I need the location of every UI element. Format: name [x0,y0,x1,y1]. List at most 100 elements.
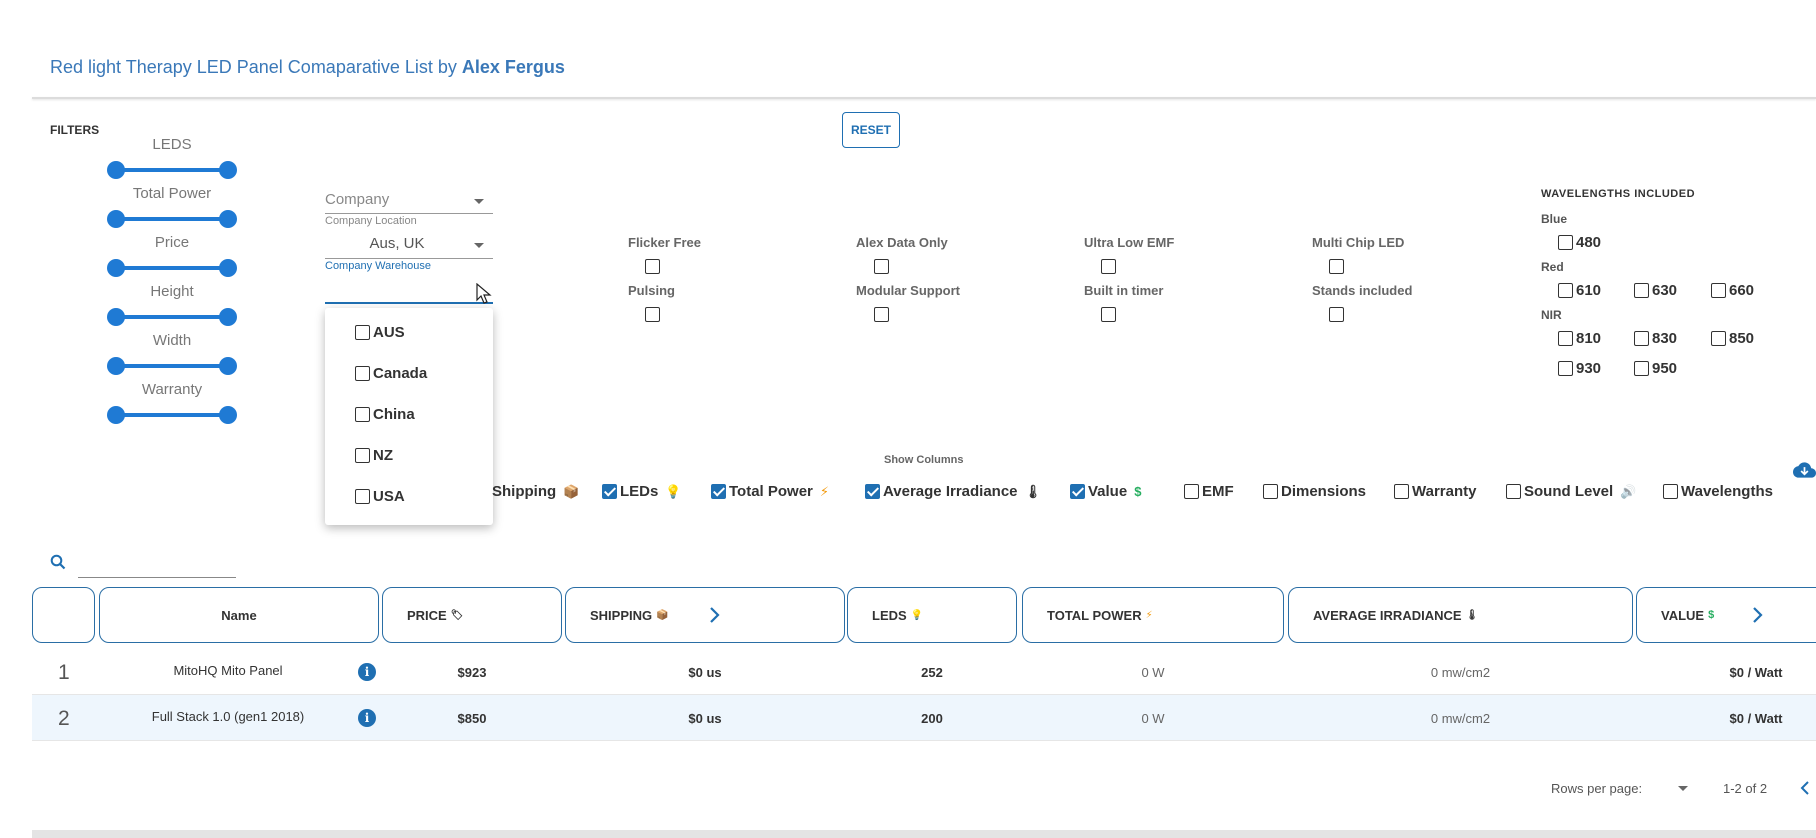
slider-thumb-total-power-min[interactable] [107,210,125,228]
slider-thumb-warranty-min[interactable] [107,406,125,424]
slider-thumb-price-min[interactable] [107,259,125,277]
checkbox-icon[interactable] [355,406,370,422]
column-toggle-warranty[interactable]: Warranty [1394,483,1476,500]
warehouse-option-canada[interactable]: Canada [355,363,427,383]
checkbox-icon[interactable] [355,324,370,340]
slider-track-total-power[interactable] [116,217,228,221]
table-header-value[interactable]: VALUE $ [1636,587,1816,643]
flag-stands-included-checkbox[interactable] [1329,307,1344,322]
chevron-right-icon[interactable] [1752,606,1764,624]
flag-alex-data-only-checkbox[interactable] [874,259,889,274]
slider-thumb-height-min[interactable] [107,308,125,326]
checkbox-icon[interactable] [1634,283,1649,298]
flag-flicker-free-checkbox[interactable] [645,259,660,274]
column-toggle-leds[interactable]: LEDs 💡 [602,483,682,500]
checkbox-icon[interactable] [1558,331,1573,346]
slider-thumb-width-max[interactable] [219,357,237,375]
checkbox-checked-icon[interactable] [865,484,880,499]
checkbox-icon[interactable] [1711,283,1726,298]
wavelength-630[interactable]: 630 [1634,282,1677,299]
table-row[interactable] [32,695,1816,741]
company-select[interactable]: Company [325,191,390,208]
row-price: $850 [457,711,487,726]
horizontal-scrollbar[interactable] [32,830,1816,838]
wavelength-850[interactable]: 850 [1711,330,1754,347]
slider-thumb-height-max[interactable] [219,308,237,326]
checkbox-icon[interactable] [1558,361,1573,376]
table-header-leds[interactable]: LEDS 💡 [847,587,1017,643]
slider-thumb-price-max[interactable] [219,259,237,277]
wavelength-480[interactable]: 480 [1558,234,1601,251]
checkbox-icon[interactable] [1558,283,1573,298]
checkbox-icon[interactable] [1663,484,1678,499]
checkbox-icon[interactable] [1558,235,1573,250]
warehouse-option-usa[interactable]: USA [355,486,405,506]
wavelength-830[interactable]: 830 [1634,330,1677,347]
checkbox-icon[interactable] [1634,361,1649,376]
slider-thumb-width-min[interactable] [107,357,125,375]
warehouse-option-nz[interactable]: NZ [355,445,393,465]
chevron-left-icon[interactable] [1800,781,1810,795]
checkbox-icon[interactable] [1711,331,1726,346]
flag-modular-support-checkbox[interactable] [874,307,889,322]
flag-built-in-timer-checkbox[interactable] [1101,307,1116,322]
checkbox-icon[interactable] [1634,331,1649,346]
flag-multi-chip-led-checkbox[interactable] [1329,259,1344,274]
column-toggle-wavelengths[interactable]: Wavelengths [1663,483,1773,500]
checkbox-icon[interactable] [355,488,370,504]
company-location-select[interactable]: Aus, UK [369,235,425,252]
flag-ultra-low-emf-checkbox[interactable] [1101,259,1116,274]
table-header-total-power[interactable]: TOTAL POWER ⚡ [1022,587,1284,643]
checkbox-checked-icon[interactable] [602,484,617,499]
info-icon[interactable]: i [358,663,376,681]
slider-thumb-leds-max[interactable] [219,161,237,179]
wavelength-930[interactable]: 930 [1558,360,1601,377]
column-toggle-sound-level[interactable]: Sound Level 🔊 [1506,483,1636,500]
checkbox-icon[interactable] [355,447,370,463]
wavelength-610[interactable]: 610 [1558,282,1601,299]
checkbox-icon[interactable] [1394,484,1409,499]
company-location-chevron-down-icon[interactable] [474,243,484,248]
flag-pulsing-checkbox[interactable] [645,307,660,322]
checkbox-icon[interactable] [355,365,370,381]
slider-thumb-total-power-max[interactable] [219,210,237,228]
cloud-download-icon[interactable] [1793,461,1816,479]
table-header-name[interactable]: Name [99,587,379,643]
company-warehouse-select[interactable] [325,276,493,302]
slider-thumb-leds-min[interactable] [107,161,125,179]
column-toggle-value[interactable]: Value $ [1070,483,1141,500]
column-toggle-dimensions[interactable]: Dimensions [1263,483,1366,500]
checkbox-icon[interactable] [1263,484,1278,499]
company-chevron-down-icon[interactable] [474,199,484,204]
chevron-right-icon[interactable] [709,606,721,624]
table-header-select[interactable] [32,587,95,643]
rows-per-page-chevron-down-icon[interactable] [1678,786,1688,791]
slider-thumb-warranty-max[interactable] [219,406,237,424]
checkbox-checked-icon[interactable] [711,484,726,499]
info-icon[interactable]: i [358,709,376,727]
wavelength-660[interactable]: 660 [1711,282,1754,299]
reset-button[interactable]: RESET [842,112,900,148]
table-header-price[interactable]: PRICE 🏷 [382,587,562,643]
slider-track-price[interactable] [116,266,228,270]
slider-track-height[interactable] [116,315,228,319]
wavelength-810[interactable]: 810 [1558,330,1601,347]
checkbox-checked-icon[interactable] [1070,484,1085,499]
row-number: 1 [58,661,70,684]
column-toggle-shipping[interactable]: Shipping 📦 [492,483,580,500]
table-header-average-irradiance[interactable]: AVERAGE IRRADIANCE 🌡 [1288,587,1633,643]
column-toggle-average-irradiance[interactable]: Average Irradiance 🌡 [865,483,1041,500]
warehouse-option-china[interactable]: China [355,404,415,424]
slider-track-warranty[interactable] [116,413,228,417]
wavelength-950[interactable]: 950 [1634,360,1677,377]
slider-track-leds[interactable] [116,168,228,172]
warehouse-option-aus[interactable]: AUS [355,322,405,342]
checkbox-icon[interactable] [1506,484,1521,499]
column-toggle-emf[interactable]: EMF [1184,483,1234,500]
search-input[interactable] [78,555,236,577]
table-header-shipping[interactable]: SHIPPING 📦 [565,587,845,643]
slider-track-width[interactable] [116,364,228,368]
column-toggle-total-power[interactable]: Total Power ⚡ [711,483,829,500]
table-row[interactable] [32,649,1816,695]
checkbox-icon[interactable] [1184,484,1199,499]
